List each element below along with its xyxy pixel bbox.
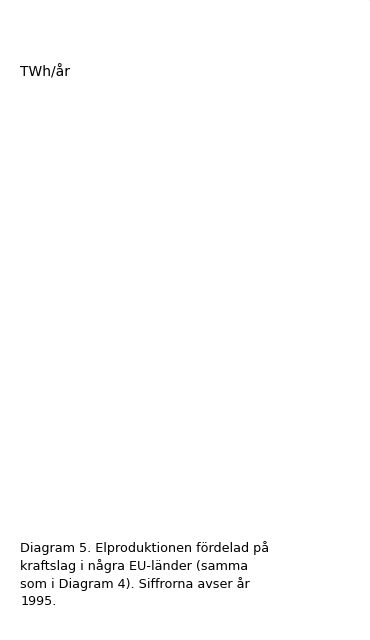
Bar [196,297,226,355]
Bar [86,343,117,435]
Bar [196,267,226,278]
Bar [141,239,171,262]
Bar [86,283,117,292]
Bar [141,221,171,239]
Bar [250,412,281,435]
Text: Diagram 5. Elproduktionen fördelad på
kraftslag i några EU-länder (samma
som i D: Diagram 5. Elproduktionen fördelad på kr… [20,541,269,609]
Text: TWh/år: TWh/år [20,65,70,80]
Bar [305,120,336,124]
Bar [305,136,336,435]
Bar [250,262,281,366]
Legend: Vatten- och kärnkraft, Kol och olja, Naturgas, Övrigt: Vatten- och kärnkraft, Kol och olja, Nat… [53,470,229,549]
Bar [305,124,336,136]
Bar [196,355,226,435]
Bar [86,292,117,343]
Bar [250,366,281,412]
Bar [141,262,171,435]
Bar [196,278,226,297]
Bar [86,278,117,283]
